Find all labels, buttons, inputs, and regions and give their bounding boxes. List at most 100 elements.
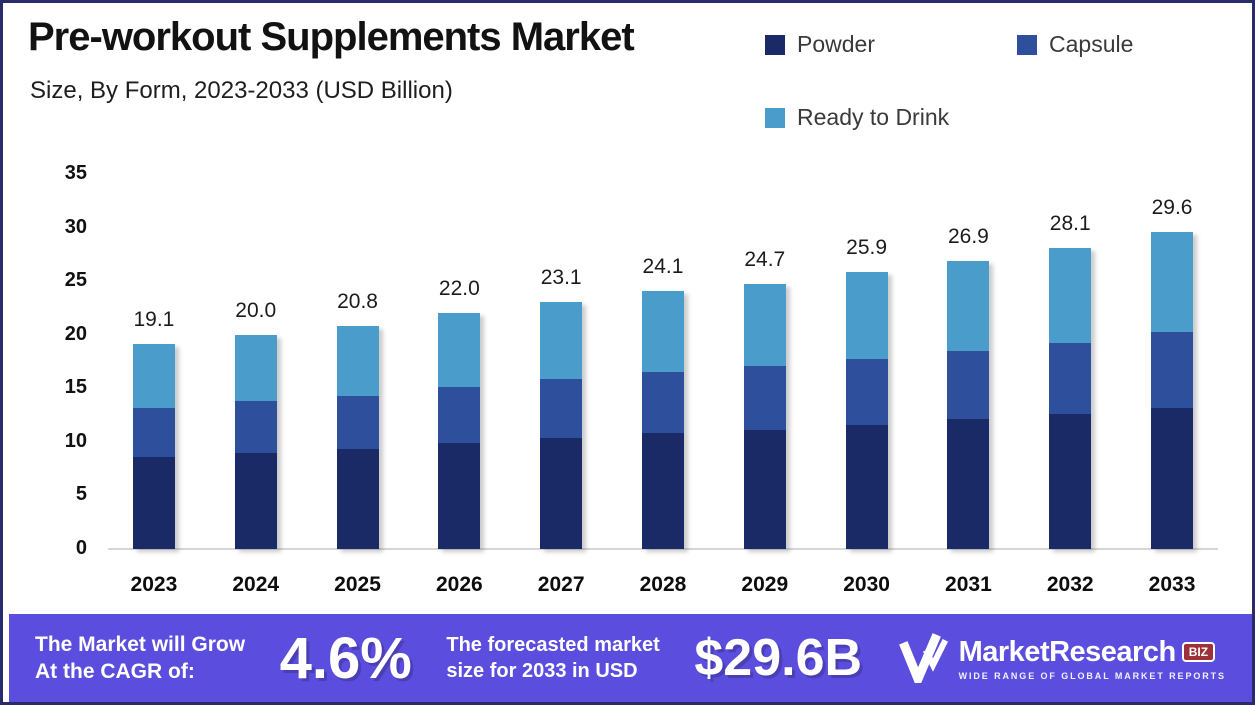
cagr-label-line2: At the CAGR of: — [35, 660, 195, 683]
logo-text: MarketResearch BIZ WIDE RANGE OF GLOBAL … — [959, 636, 1226, 681]
bar-stack — [1049, 247, 1092, 549]
x-axis-line — [108, 548, 1218, 550]
y-tick-label: 25 — [64, 269, 87, 292]
bar-group-2031: 26.9 2031 — [945, 225, 992, 596]
bar-group-2024: 20.0 2024 — [232, 299, 279, 596]
x-tick-label: 2032 — [1046, 573, 1094, 596]
forecast-label-line1: The forecasted market — [446, 634, 660, 656]
bar-stack — [845, 271, 888, 549]
logo-main: MarketResearch BIZ — [958, 635, 1216, 669]
legend-item-capsule: Capsule — [1017, 31, 1133, 58]
segment-powder — [132, 456, 175, 549]
x-tick-label: 2030 — [843, 573, 890, 596]
page-subtitle: Size, By Form, 2023-2033 (USD Billion) — [30, 77, 453, 104]
segment-capsule — [1151, 331, 1194, 408]
x-tick-label: 2029 — [741, 573, 789, 596]
bar-stack — [132, 344, 175, 549]
value-label: 26.9 — [947, 224, 989, 248]
segment-ready-to-drink — [1049, 247, 1092, 344]
market-research-logo: MarketResearch BIZ WIDE RANGE OF GLOBAL … — [897, 633, 1226, 683]
logo-biz-badge: BIZ — [1181, 642, 1216, 662]
bar-stack — [438, 313, 481, 549]
legend-swatch-ready-to-drink — [765, 107, 785, 128]
y-tick-label: 30 — [64, 215, 87, 238]
x-tick-label: 2025 — [334, 573, 381, 596]
segment-ready-to-drink — [1151, 231, 1194, 332]
bar-group-2030: 25.9 2030 — [843, 236, 890, 597]
bar-group-2026: 22.0 2026 — [436, 277, 483, 596]
x-tick-label: 2024 — [232, 573, 280, 596]
x-tick-label: 2033 — [1148, 573, 1196, 596]
bar-stack — [1151, 231, 1194, 549]
legend-label-ready-to-drink: Ready to Drink — [797, 104, 950, 130]
bar-stack — [540, 301, 583, 549]
bar-group-2029: 24.7 2029 — [741, 248, 788, 596]
segment-capsule — [540, 378, 583, 438]
y-tick-label: 0 — [75, 537, 87, 559]
segment-powder — [1049, 414, 1092, 549]
segment-ready-to-drink — [438, 313, 481, 388]
segment-capsule — [234, 401, 277, 453]
bar-stack — [947, 260, 990, 549]
bar-group-2027: 23.1 2027 — [538, 266, 585, 597]
logo-name: MarketResearch — [958, 635, 1177, 668]
x-tick-label: 2027 — [537, 573, 585, 596]
segment-ready-to-drink — [743, 284, 786, 366]
forecast-label: The forecasted market size for 2033 in U… — [446, 632, 659, 684]
segment-capsule — [845, 359, 888, 425]
bar-group-2023: 19.1 2023 — [131, 308, 178, 596]
segment-ready-to-drink — [132, 344, 175, 408]
bar-group-2033: 29.6 2033 — [1149, 196, 1196, 596]
segment-powder — [1151, 407, 1194, 549]
value-label: 20.0 — [235, 298, 277, 322]
legend-item-ready-to-drink: Ready to Drink — [765, 104, 949, 131]
segment-capsule — [438, 387, 481, 443]
legend-swatch-capsule — [1017, 34, 1037, 55]
segment-capsule — [641, 372, 684, 434]
y-tick-label: 15 — [64, 376, 87, 399]
bar-chart-plot-area: 19.1 2023 20.0 2024 20.8 2025 22.0 2026 23.1 2027… — [103, 173, 1223, 597]
x-tick-label: 2023 — [130, 573, 178, 596]
segment-capsule — [336, 395, 379, 450]
value-label: 29.6 — [1151, 195, 1193, 219]
segment-ready-to-drink — [234, 334, 277, 402]
legend-swatch-powder — [765, 34, 785, 55]
value-label: 20.8 — [337, 290, 378, 314]
segment-powder — [845, 424, 888, 549]
x-tick-label: 2026 — [435, 573, 483, 596]
legend-label-capsule: Capsule — [1049, 31, 1134, 57]
segment-powder — [336, 449, 379, 549]
bar-stack — [336, 326, 379, 549]
bar-stack — [743, 284, 786, 549]
segment-ready-to-drink — [540, 301, 583, 379]
segment-powder — [641, 433, 684, 549]
value-label: 19.1 — [133, 308, 175, 332]
cagr-label-line1: The Market will Grow — [35, 632, 246, 656]
segment-powder — [540, 437, 583, 549]
value-label: 24.1 — [642, 254, 684, 278]
value-label: 23.1 — [540, 265, 582, 289]
segment-capsule — [947, 350, 990, 420]
bar-group-2032: 28.1 2032 — [1047, 212, 1094, 596]
bar-stack — [234, 334, 277, 549]
value-label: 24.7 — [744, 248, 786, 272]
value-label: 22.0 — [438, 277, 480, 301]
bar-group-2028: 24.1 2028 — [640, 255, 687, 596]
segment-powder — [947, 419, 990, 549]
y-tick-label: 10 — [64, 429, 87, 452]
segment-powder — [234, 452, 277, 549]
legend-label-powder: Powder — [797, 31, 875, 57]
cagr-label: The Market will Grow At the CAGR of: — [35, 631, 245, 686]
segment-ready-to-drink — [336, 326, 379, 396]
segment-ready-to-drink — [641, 290, 684, 373]
forecast-value: $29.6B — [694, 629, 863, 687]
x-tick-label: 2028 — [639, 573, 687, 596]
legend-item-powder: Powder — [765, 31, 875, 58]
segment-powder — [438, 442, 481, 549]
x-tick-label: 2031 — [945, 573, 992, 596]
segment-capsule — [132, 407, 175, 457]
double-check-icon — [898, 633, 948, 683]
segment-capsule — [1049, 343, 1092, 414]
page-title: Pre-workout Supplements Market — [28, 15, 635, 59]
